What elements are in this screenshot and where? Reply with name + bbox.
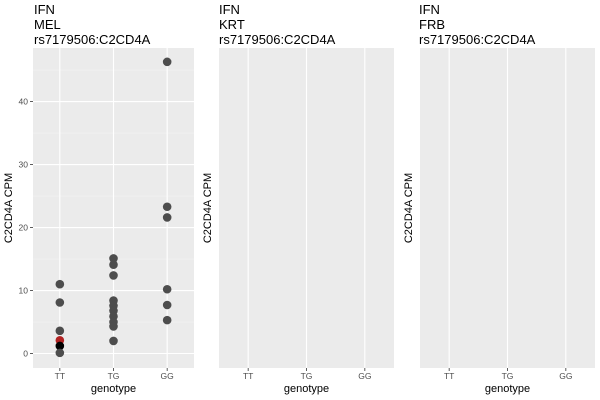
y-axis-title: C2CD4A CPM	[403, 173, 415, 243]
data-point	[55, 298, 65, 307]
x-tick-label: TG	[301, 371, 313, 381]
panel-title-line: KRT	[219, 17, 245, 32]
data-point	[162, 300, 172, 310]
x-tick-label: GG	[559, 371, 572, 381]
panel-title-3: IFN FRB rs7179506:C2CD4A	[419, 2, 535, 47]
x-axis-title: genotype	[91, 383, 136, 395]
data-point	[109, 336, 118, 346]
y-tick-label: 40	[19, 97, 29, 107]
data-point	[55, 326, 65, 336]
data-point	[109, 260, 118, 269]
y-tick-label: 30	[19, 160, 29, 170]
x-tick-label: TG	[108, 371, 120, 381]
data-point	[162, 315, 172, 325]
panel-title-1: IFN MEL rs7179506:C2CD4A	[34, 2, 150, 47]
data-point	[55, 341, 65, 351]
data-point	[55, 279, 65, 289]
data-point	[55, 348, 65, 358]
data-point	[162, 202, 172, 212]
x-tick-label: GG	[161, 371, 174, 381]
x-tick-label: TG	[502, 371, 514, 381]
panel-title-line: FRB	[419, 17, 445, 32]
data-point	[162, 57, 172, 67]
data-point	[109, 254, 118, 263]
panel-title-line: MEL	[34, 17, 61, 32]
panel-title-line: rs7179506:C2CD4A	[34, 32, 151, 47]
y-axis-title: C2CD4A CPM	[202, 173, 214, 243]
y-tick-label: 20	[19, 223, 29, 233]
x-tick-label: TT	[55, 371, 65, 381]
panel-title-line: IFN	[34, 2, 55, 17]
y-axis-title: C2CD4A CPM	[3, 173, 15, 243]
y-tick-label: 0	[23, 349, 28, 359]
panel-title-line: rs7179506:C2CD4A	[219, 32, 336, 47]
panel-title-line: IFN	[219, 2, 240, 17]
data-point	[109, 322, 118, 331]
x-tick-label: TT	[243, 371, 253, 381]
panel-title-line: rs7179506:C2CD4A	[419, 32, 536, 47]
panel-title-2: IFN KRT rs7179506:C2CD4A	[219, 2, 335, 47]
x-tick-label: GG	[358, 371, 371, 381]
data-point	[162, 213, 172, 222]
panel-title-line: IFN	[419, 2, 440, 17]
x-axis-title: genotype	[485, 383, 530, 395]
x-tick-label: TT	[444, 371, 454, 381]
data-point	[162, 284, 172, 294]
data-point	[109, 271, 118, 280]
x-axis-title: genotype	[284, 383, 329, 395]
y-tick-label: 10	[19, 286, 29, 296]
